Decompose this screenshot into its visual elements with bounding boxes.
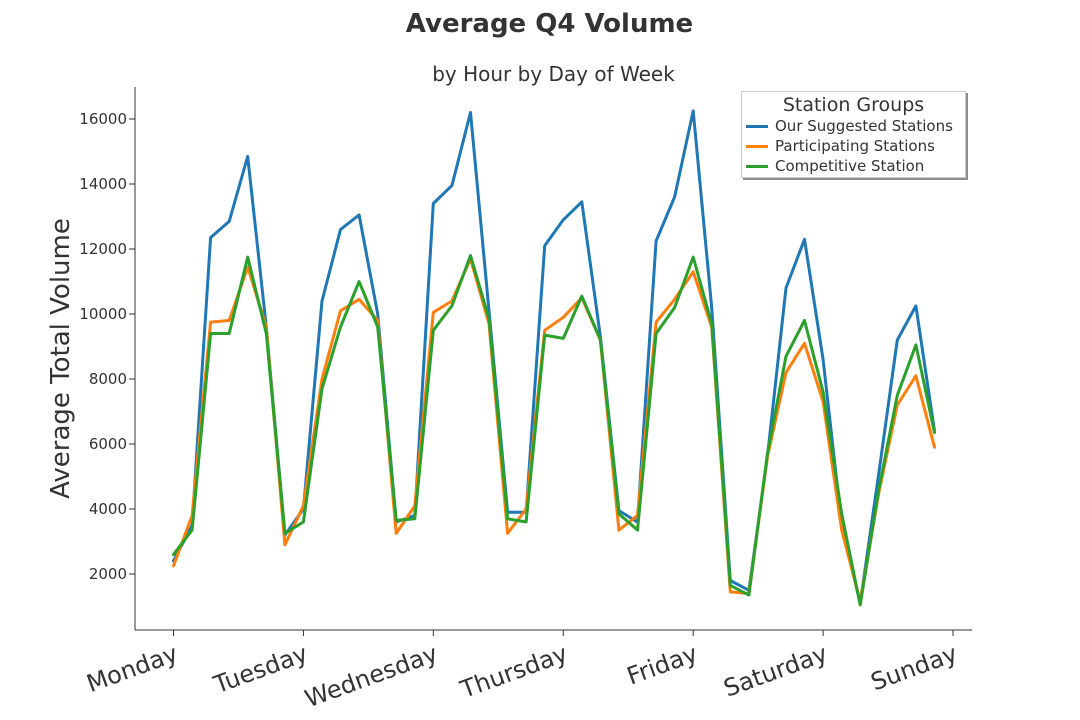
legend-swatch-1: [746, 144, 768, 148]
legend-label-0: Our Suggested Stations: [775, 117, 953, 135]
x-tick-label: Thursday: [456, 639, 571, 704]
chart-title: Average Q4 Volume: [405, 9, 694, 39]
y-tick-label: 6000: [89, 435, 127, 453]
y-tick-label: 2000: [89, 565, 127, 583]
y-tick-label: 12000: [79, 240, 127, 258]
legend-label-1: Participating Stations: [775, 137, 935, 155]
x-tick-label: Monday: [83, 639, 182, 698]
series-line-1: [172, 257, 936, 604]
legend-swatch-2: [746, 164, 768, 168]
y-tick-label: 4000: [89, 500, 127, 518]
x-tick-label: Friday: [623, 639, 701, 690]
series-lines: [172, 109, 936, 607]
series-line-2: [172, 254, 936, 607]
y-tick-label: 14000: [79, 175, 127, 193]
x-tick-label: Tuesday: [209, 639, 311, 699]
x-tick-label: Saturday: [720, 639, 831, 702]
y-axis-label: Average Total Volume: [46, 218, 76, 499]
legend-entry-1: Participating Stations: [742, 136, 965, 156]
legend-entry-0: Our Suggested Stations: [742, 116, 965, 136]
legend-label-2: Competitive Station: [775, 157, 925, 175]
legend-entry-2: Competitive Station: [742, 156, 965, 176]
axes: [134, 87, 972, 631]
y-axis-ticks: 2000 4000 6000 8000 10000 12000 14000 16000: [79, 110, 135, 583]
y-tick-label: 16000: [79, 110, 127, 128]
x-tick-label: Wednesday: [301, 639, 441, 713]
legend-swatch-0: [746, 124, 768, 128]
series-line-0: [172, 109, 936, 605]
x-tick-label: Sunday: [867, 639, 961, 696]
legend-title: Station Groups: [782, 94, 925, 116]
y-tick-label: 8000: [89, 370, 127, 388]
legend: Station Groups Our Suggested Stations Pa…: [741, 91, 966, 178]
y-tick-label: 10000: [79, 305, 127, 323]
chart-subtitle: by Hour by Day of Week: [432, 62, 675, 86]
